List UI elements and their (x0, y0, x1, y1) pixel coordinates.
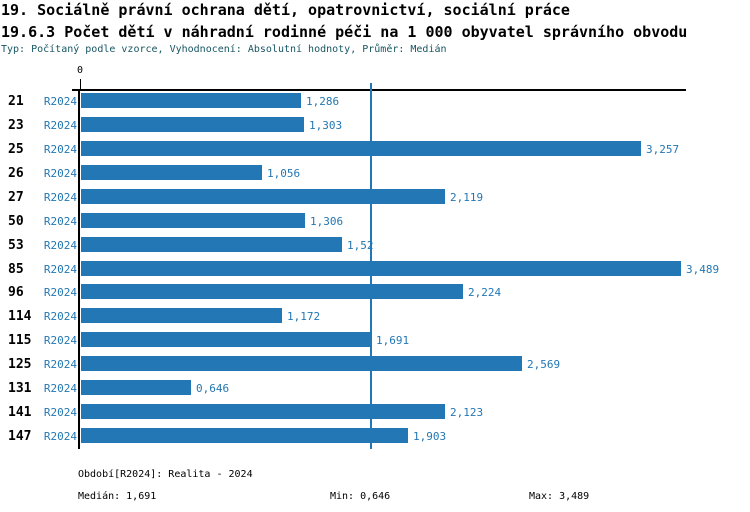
row-category-label: 115 (8, 333, 32, 348)
bar-value-label: 1,172 (287, 310, 321, 323)
bar-value-label: 0,646 (196, 382, 230, 395)
row-category-label: 23 (8, 118, 24, 133)
bar (81, 308, 282, 323)
bar (81, 141, 641, 156)
bar (81, 189, 445, 204)
bar-value-label: 1,306 (310, 215, 344, 228)
row-category-label: 26 (8, 166, 24, 181)
bar-value-label: 1,903 (413, 430, 447, 443)
row-category-label: 141 (8, 405, 32, 420)
bar-value-label: 2,224 (468, 286, 502, 299)
indicator-meta: Typ: Počítaný podle vzorce, Vyhodnocení:… (1, 44, 447, 55)
bar (81, 284, 463, 299)
x-axis-tick (80, 79, 81, 90)
min-stat: Min: 0,646 (330, 491, 391, 502)
row-category-label: 96 (8, 285, 24, 300)
bar (81, 380, 191, 395)
row-period-label: R2024 (43, 310, 77, 323)
x-axis-line (72, 89, 686, 91)
bar-value-label: 3,257 (646, 143, 680, 156)
page-title: 19. Sociálně právní ochrana dětí, opatro… (1, 1, 570, 19)
row-category-label: 25 (8, 142, 24, 157)
median-stat: Medián: 1,691 (78, 491, 157, 502)
max-stat: Max: 3,489 (529, 491, 590, 502)
row-period-label: R2024 (43, 239, 77, 252)
bar (81, 428, 408, 443)
row-period-label: R2024 (43, 95, 77, 108)
bar (81, 213, 305, 228)
bar (81, 261, 681, 276)
bar-value-label: 1,52 (347, 239, 374, 252)
row-category-label: 85 (8, 262, 24, 277)
row-category-label: 125 (8, 357, 32, 372)
row-category-label: 27 (8, 190, 24, 205)
row-period-label: R2024 (43, 191, 77, 204)
row-category-label: 147 (8, 429, 32, 444)
row-category-label: 50 (8, 214, 24, 229)
x-axis-zero-label: 0 (76, 65, 84, 76)
period-label: Období[R2024]: Realita - 2024 (78, 469, 253, 480)
row-category-label: 21 (8, 94, 24, 109)
bar (81, 93, 301, 108)
bar-value-label: 2,123 (450, 406, 484, 419)
row-period-label: R2024 (43, 382, 77, 395)
bar (81, 356, 522, 371)
row-period-label: R2024 (43, 215, 77, 228)
row-period-label: R2024 (43, 143, 77, 156)
row-category-label: 114 (8, 309, 32, 324)
row-period-label: R2024 (43, 406, 77, 419)
bar-value-label: 2,119 (450, 191, 484, 204)
row-period-label: R2024 (43, 430, 77, 443)
row-period-label: R2024 (43, 334, 77, 347)
bar-value-label: 1,056 (267, 167, 301, 180)
row-period-label: R2024 (43, 119, 77, 132)
row-period-label: R2024 (43, 167, 77, 180)
row-category-label: 131 (8, 381, 32, 396)
bar (81, 404, 445, 419)
bar (81, 332, 371, 347)
bar (81, 117, 304, 132)
row-period-label: R2024 (43, 286, 77, 299)
row-period-label: R2024 (43, 263, 77, 276)
bar-value-label: 1,286 (306, 95, 340, 108)
row-period-label: R2024 (43, 358, 77, 371)
indicator-title: 19.6.3 Počet dětí v náhradní rodinné péč… (1, 23, 688, 41)
y-axis-line (78, 89, 80, 449)
bar-value-label: 1,691 (376, 334, 410, 347)
bar-value-label: 3,489 (686, 263, 720, 276)
bar (81, 237, 342, 252)
bar-value-label: 2,569 (527, 358, 561, 371)
bar (81, 165, 262, 180)
row-category-label: 53 (8, 238, 24, 253)
bar-value-label: 1,303 (309, 119, 343, 132)
